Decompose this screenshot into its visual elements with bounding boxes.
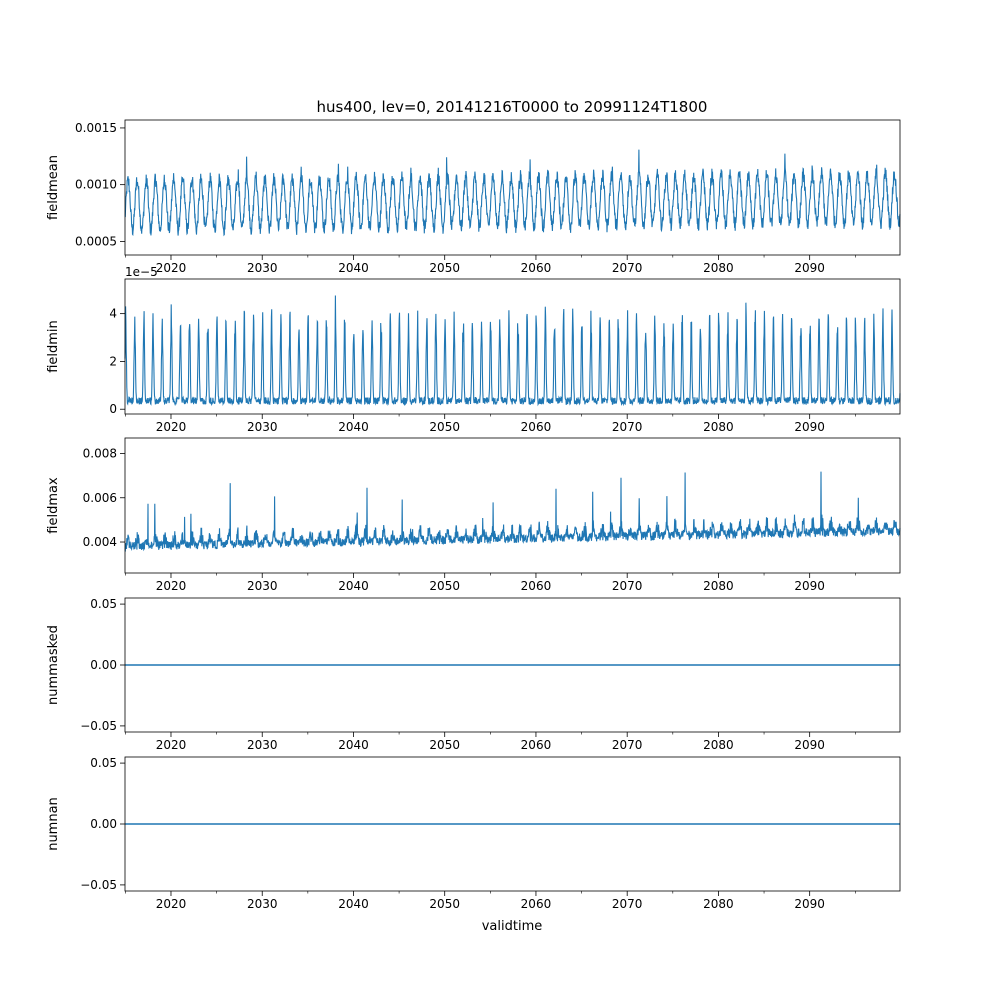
y-tick-label: 0.006	[83, 491, 117, 505]
x-tick-label: 2070	[612, 738, 643, 752]
x-tick-label: 2020	[156, 579, 187, 593]
x-tick-label: 2060	[521, 420, 552, 434]
x-tick-label: 2040	[338, 579, 369, 593]
x-tick-label: 2050	[429, 897, 460, 911]
x-tick-label: 2060	[521, 579, 552, 593]
y-offset-label: 1e−5	[125, 265, 158, 279]
x-tick-label: 2040	[338, 261, 369, 275]
x-tick-label: 2090	[794, 738, 825, 752]
axes-frame-fieldmax	[124, 437, 901, 574]
y-axis-label: fieldmin	[46, 320, 61, 373]
x-tick-label: 2030	[247, 579, 278, 593]
x-tick-label: 2040	[338, 738, 369, 752]
x-tick-label: 2050	[429, 579, 460, 593]
x-tick-label: 2090	[794, 579, 825, 593]
x-tick-label: 2050	[429, 261, 460, 275]
x-tick-label: 2070	[612, 897, 643, 911]
x-tick-label: 2040	[338, 420, 369, 434]
subplot-fieldmax: 2020 2030 2040 2050 2060 2070 2080 2090 0.004 0.0…	[46, 437, 901, 593]
y-tick-label: −0.05	[80, 878, 117, 892]
series-line-fieldmax	[124, 471, 901, 552]
x-tick-label: 2070	[612, 261, 643, 275]
x-tick-label: 2080	[703, 261, 734, 275]
y-tick-label: 0.00	[90, 817, 117, 831]
panels: 2020 2030 2040 2050 2060 2070 2080 2090 0.0005 0.…	[46, 119, 901, 911]
axes-frame-fieldmean	[124, 119, 901, 256]
y-tick-label: 0.00	[90, 658, 117, 672]
x-tick-label: 2080	[703, 897, 734, 911]
x-tick-label: 2020	[156, 420, 187, 434]
x-tick-label: 2050	[429, 738, 460, 752]
y-axis-label: numnan	[46, 797, 61, 851]
subplot-fieldmean: 2020 2030 2040 2050 2060 2070 2080 2090 0.0005 0.…	[46, 119, 901, 275]
axes-frame-fieldmin	[124, 278, 901, 415]
x-tick-label: 2060	[521, 261, 552, 275]
y-tick-label: 0	[109, 402, 117, 416]
y-tick-label: 0.008	[83, 446, 117, 460]
y-axis-label: fieldmax	[46, 477, 61, 534]
x-tick-label: 2050	[429, 420, 460, 434]
x-tick-label: 2080	[703, 738, 734, 752]
x-tick-label: 2040	[338, 897, 369, 911]
x-tick-label: 2060	[521, 738, 552, 752]
x-tick-label: 2030	[247, 897, 278, 911]
x-tick-label: 2030	[247, 261, 278, 275]
y-tick-label: 0.0010	[75, 178, 117, 192]
x-axis-label: validtime	[482, 919, 543, 934]
x-tick-label: 2030	[247, 738, 278, 752]
figure-title: hus400, lev=0, 20141216T0000 to 20991124…	[317, 98, 708, 116]
y-tick-label: 0.0005	[75, 234, 117, 248]
subplot-nummasked: 2020 2030 2040 2050 2060 2070 2080 2090 −0.05 0.0…	[46, 597, 901, 752]
x-tick-label: 2020	[156, 738, 187, 752]
x-tick-label: 2070	[612, 420, 643, 434]
x-tick-label: 2080	[703, 579, 734, 593]
x-tick-label: 2070	[612, 579, 643, 593]
x-tick-label: 2090	[794, 420, 825, 434]
series-line-fieldmin	[124, 295, 901, 407]
x-tick-label: 2020	[156, 261, 187, 275]
x-tick-label: 2090	[794, 261, 825, 275]
subplot-fieldmin: 2020 2030 2040 2050 2060 2070 2080 2090 0 2 4 1e−5 f…	[46, 265, 901, 434]
subplot-numnan: 2020 2030 2040 2050 2060 2070 2080 2090 −0.05 0.0…	[46, 756, 901, 911]
x-tick-label: 2020	[156, 897, 187, 911]
x-tick-label: 2090	[794, 897, 825, 911]
y-tick-label: 0.0015	[75, 121, 117, 135]
series-line-fieldmean	[124, 149, 901, 237]
y-axis-label: nummasked	[46, 625, 61, 705]
y-tick-label: 0.05	[90, 756, 117, 770]
y-tick-label: 2	[109, 354, 117, 368]
x-tick-label: 2080	[703, 420, 734, 434]
x-tick-label: 2030	[247, 420, 278, 434]
y-tick-label: 0.05	[90, 597, 117, 611]
x-tick-label: 2060	[521, 897, 552, 911]
y-tick-label: −0.05	[80, 719, 117, 733]
y-tick-label: 0.004	[83, 535, 117, 549]
y-axis-label: fieldmean	[46, 155, 61, 220]
y-tick-label: 4	[109, 307, 117, 321]
